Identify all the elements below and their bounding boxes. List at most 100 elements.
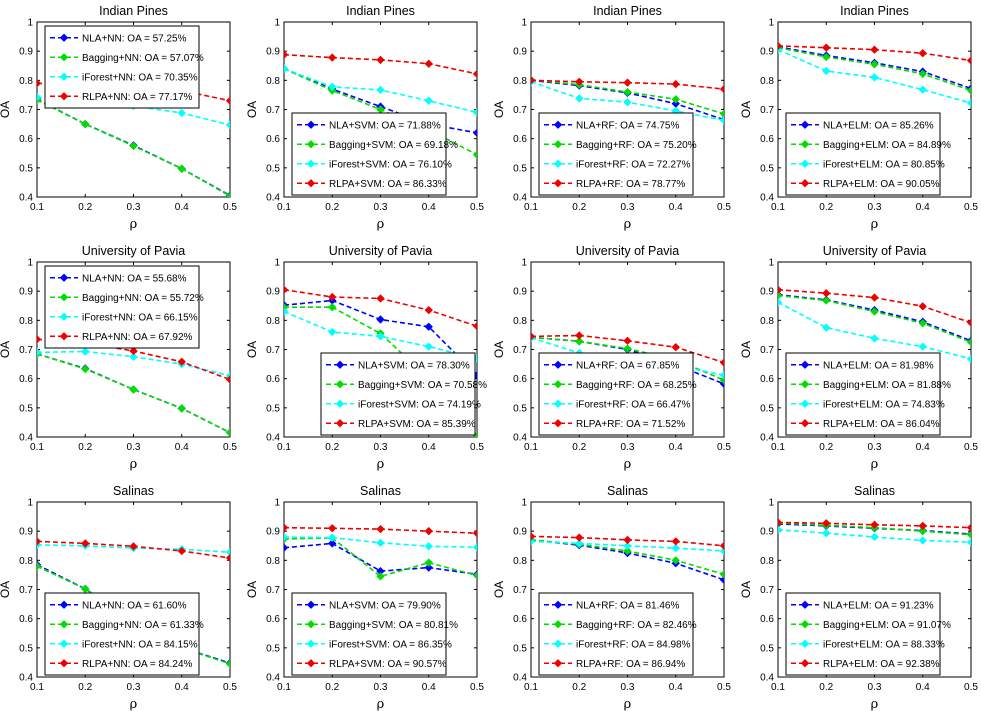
y-axis-label: OA xyxy=(245,581,259,598)
x-tick-label: 0.2 xyxy=(78,442,92,453)
data-point xyxy=(225,120,230,130)
x-axis-label: ρ xyxy=(624,457,632,472)
data-point xyxy=(623,546,632,556)
y-tick-label: 0.8 xyxy=(760,316,774,327)
data-point xyxy=(424,96,433,105)
legend-swatch-marker xyxy=(306,140,316,149)
legend-swatch-marker xyxy=(553,600,563,609)
legend-swatch-marker xyxy=(335,419,345,428)
data-point xyxy=(822,323,831,332)
legend: NLA+RF: OA = 74.75% Bagging+RF: OA = 75.2… xyxy=(538,112,697,196)
legend: NLA+NN: OA = 61.60% Bagging+NN: OA = 61.3… xyxy=(44,592,204,676)
data-point xyxy=(225,659,230,669)
x-tick-label: 0.3 xyxy=(127,442,141,453)
subplot-10: Salinas 0.1 0.2 0.3 0.4 0.5 0.4 0.5 0.6 0.7 0.8 0.9… xyxy=(245,484,484,711)
x-axis-label: ρ xyxy=(377,697,385,711)
data-point xyxy=(671,537,680,546)
data-point xyxy=(918,342,927,351)
y-tick-label: 0.7 xyxy=(513,105,527,116)
plot-area xyxy=(284,523,477,581)
y-tick-label: 0.8 xyxy=(19,316,33,327)
x-tick-label: 0.5 xyxy=(470,442,484,453)
data-point xyxy=(870,532,879,542)
x-tick-label: 0.5 xyxy=(717,682,731,693)
y-tick-label: 0.9 xyxy=(19,47,33,58)
data-point xyxy=(822,296,831,305)
data-point xyxy=(822,289,831,298)
legend-entry-2: Bagging+ELM: OA = 81.88% xyxy=(823,380,951,391)
x-tick-label: 0.4 xyxy=(916,442,930,453)
legend-box xyxy=(538,592,694,676)
x-tick-label: 0.5 xyxy=(223,442,237,453)
y-tick-label: 0.9 xyxy=(266,47,280,58)
x-tick-label: 0.4 xyxy=(669,442,683,453)
data-point xyxy=(129,542,138,551)
data-point xyxy=(472,69,477,79)
y-tick-label: 0.4 xyxy=(19,433,33,444)
legend-swatch-marker xyxy=(306,120,316,129)
y-axis-label: OA xyxy=(492,581,506,598)
data-point xyxy=(177,108,186,118)
data-point xyxy=(623,344,632,353)
y-tick-label: 1 xyxy=(768,498,774,509)
data-point xyxy=(719,116,724,125)
y-tick-label: 0.9 xyxy=(760,287,774,298)
data-point xyxy=(531,532,536,541)
data-point xyxy=(37,335,42,344)
y-tick-label: 0.5 xyxy=(760,403,774,414)
y-tick-label: 0.8 xyxy=(760,76,774,87)
data-point xyxy=(328,53,337,62)
data-point xyxy=(129,141,138,151)
data-point xyxy=(822,52,831,62)
data-point xyxy=(225,548,230,557)
data-point xyxy=(225,191,230,197)
data-point xyxy=(472,571,477,580)
data-point xyxy=(37,93,42,102)
plot-area xyxy=(778,518,971,547)
y-tick-label: 0.5 xyxy=(19,163,33,174)
x-tick-label: 0.1 xyxy=(30,682,44,693)
x-tick-label: 0.5 xyxy=(470,682,484,693)
data-point xyxy=(918,49,927,58)
data-point xyxy=(37,562,42,571)
data-point xyxy=(870,73,879,82)
legend-entry-1: NLA+SVM: OA = 71.88% xyxy=(329,120,441,131)
legend-entry-3: iForest+NN: OA = 84.15% xyxy=(82,639,198,650)
x-tick-label: 0.4 xyxy=(916,202,930,213)
y-tick-label: 1 xyxy=(768,18,774,29)
legend-swatch-marker xyxy=(59,72,69,81)
chart-title: Indian Pines xyxy=(840,4,909,18)
data-point xyxy=(575,533,584,542)
y-tick-label: 0.8 xyxy=(266,76,280,87)
legend-entry-2: Bagging+SVM: OA = 69.18% xyxy=(329,140,458,151)
x-tick-label: 0.3 xyxy=(868,442,882,453)
legend: NLA+ELM: OA = 85.26% Bagging+ELM: OA = 84… xyxy=(785,112,951,196)
x-tick-label: 0.4 xyxy=(175,682,189,693)
data-point xyxy=(575,331,584,340)
data-point xyxy=(575,77,584,86)
x-tick-label: 0.2 xyxy=(572,682,586,693)
subplot-5: University of Pavia 0.1 0.2 0.3 0.4 0.5 0.4 0.5… xyxy=(0,244,237,472)
x-tick-label: 0.4 xyxy=(916,682,930,693)
data-point xyxy=(424,342,433,351)
data-point xyxy=(472,150,477,159)
legend: NLA+RF: OA = 81.46% Bagging+RF: OA = 82.4… xyxy=(538,592,697,676)
x-tick-label: 0.2 xyxy=(819,202,833,213)
legend-swatch-marker xyxy=(59,639,69,648)
legend-swatch-marker xyxy=(800,140,810,149)
y-tick-label: 0.9 xyxy=(513,287,527,298)
legend-entry-2: Bagging+RF: OA = 68.25% xyxy=(576,380,697,391)
chart-title: University of Pavia xyxy=(576,244,680,258)
legend-entry-3: iForest+SVM: OA = 86.35% xyxy=(329,639,452,650)
data-point xyxy=(472,128,477,137)
x-tick-label: 0.2 xyxy=(325,682,339,693)
data-point xyxy=(966,354,971,363)
legend-swatch-marker xyxy=(553,419,563,428)
x-axis-label: ρ xyxy=(871,457,879,472)
subplot-4: Indian Pines 0.1 0.2 0.3 0.4 0.5 0.4 0.5 0.6 0.7 0… xyxy=(739,4,978,232)
legend-swatch-marker xyxy=(59,600,69,609)
y-tick-label: 0.4 xyxy=(266,193,280,204)
legend-swatch-marker xyxy=(553,399,563,408)
legend: NLA+SVM: OA = 79.90% Bagging+SVM: OA = 80… xyxy=(291,592,458,676)
legend-entry-3: iForest+RF: OA = 66.47% xyxy=(576,399,691,410)
